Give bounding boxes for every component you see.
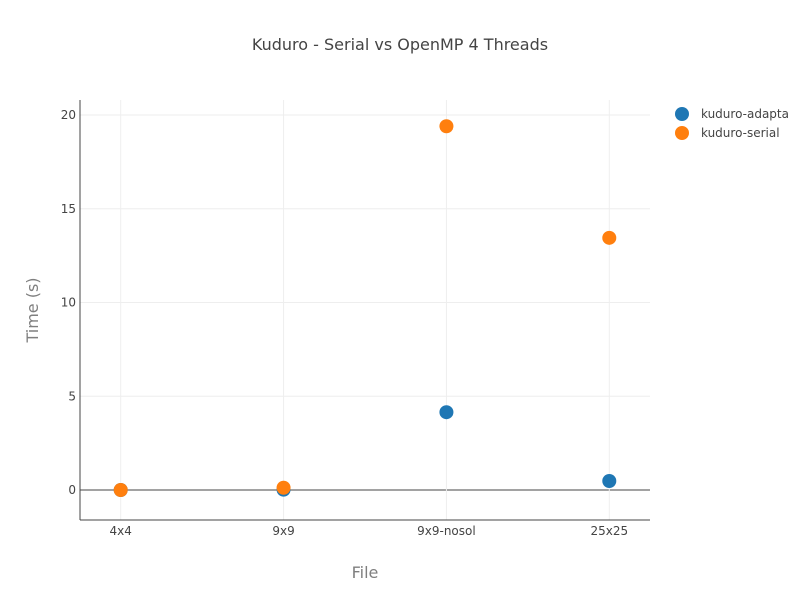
data-point-kuduro-serial: [276, 480, 291, 495]
y-tick-label: 0: [68, 483, 76, 497]
legend-label: kuduro-adapta: [701, 107, 789, 121]
legend-marker: [675, 107, 689, 121]
data-point-kuduro-adapta: [439, 405, 454, 420]
x-tick-label: 4x4: [110, 524, 132, 538]
data-point-kuduro-serial: [113, 483, 128, 497]
y-tick-label: 10: [61, 296, 76, 310]
y-tick-label: 15: [61, 202, 76, 216]
legend: kuduro-adapta kuduro-serial: [675, 107, 789, 140]
y-tick-label: 5: [68, 389, 76, 403]
x-axis-title: File: [352, 563, 379, 582]
x-tick-label: 9x9-nosol: [417, 524, 476, 538]
y-axis-title: Time (s): [23, 277, 42, 343]
data-point-kuduro-adapta: [602, 474, 617, 488]
x-tick-label: 25x25: [590, 524, 628, 538]
data-point-kuduro-serial: [439, 119, 454, 134]
x-tick-label: 9x9: [272, 524, 294, 538]
data-point-kuduro-serial: [602, 230, 617, 245]
chart-title: Kuduro - Serial vs OpenMP 4 Threads: [252, 35, 548, 54]
legend-marker: [675, 126, 689, 140]
tick-labels: 0 5 10 15 20 4x4 9x9 9x9-nosol 25x25: [61, 108, 628, 538]
grid-lines: [80, 100, 650, 520]
data-points: [113, 119, 617, 497]
y-tick-label: 20: [61, 108, 76, 122]
legend-label: kuduro-serial: [701, 126, 780, 140]
